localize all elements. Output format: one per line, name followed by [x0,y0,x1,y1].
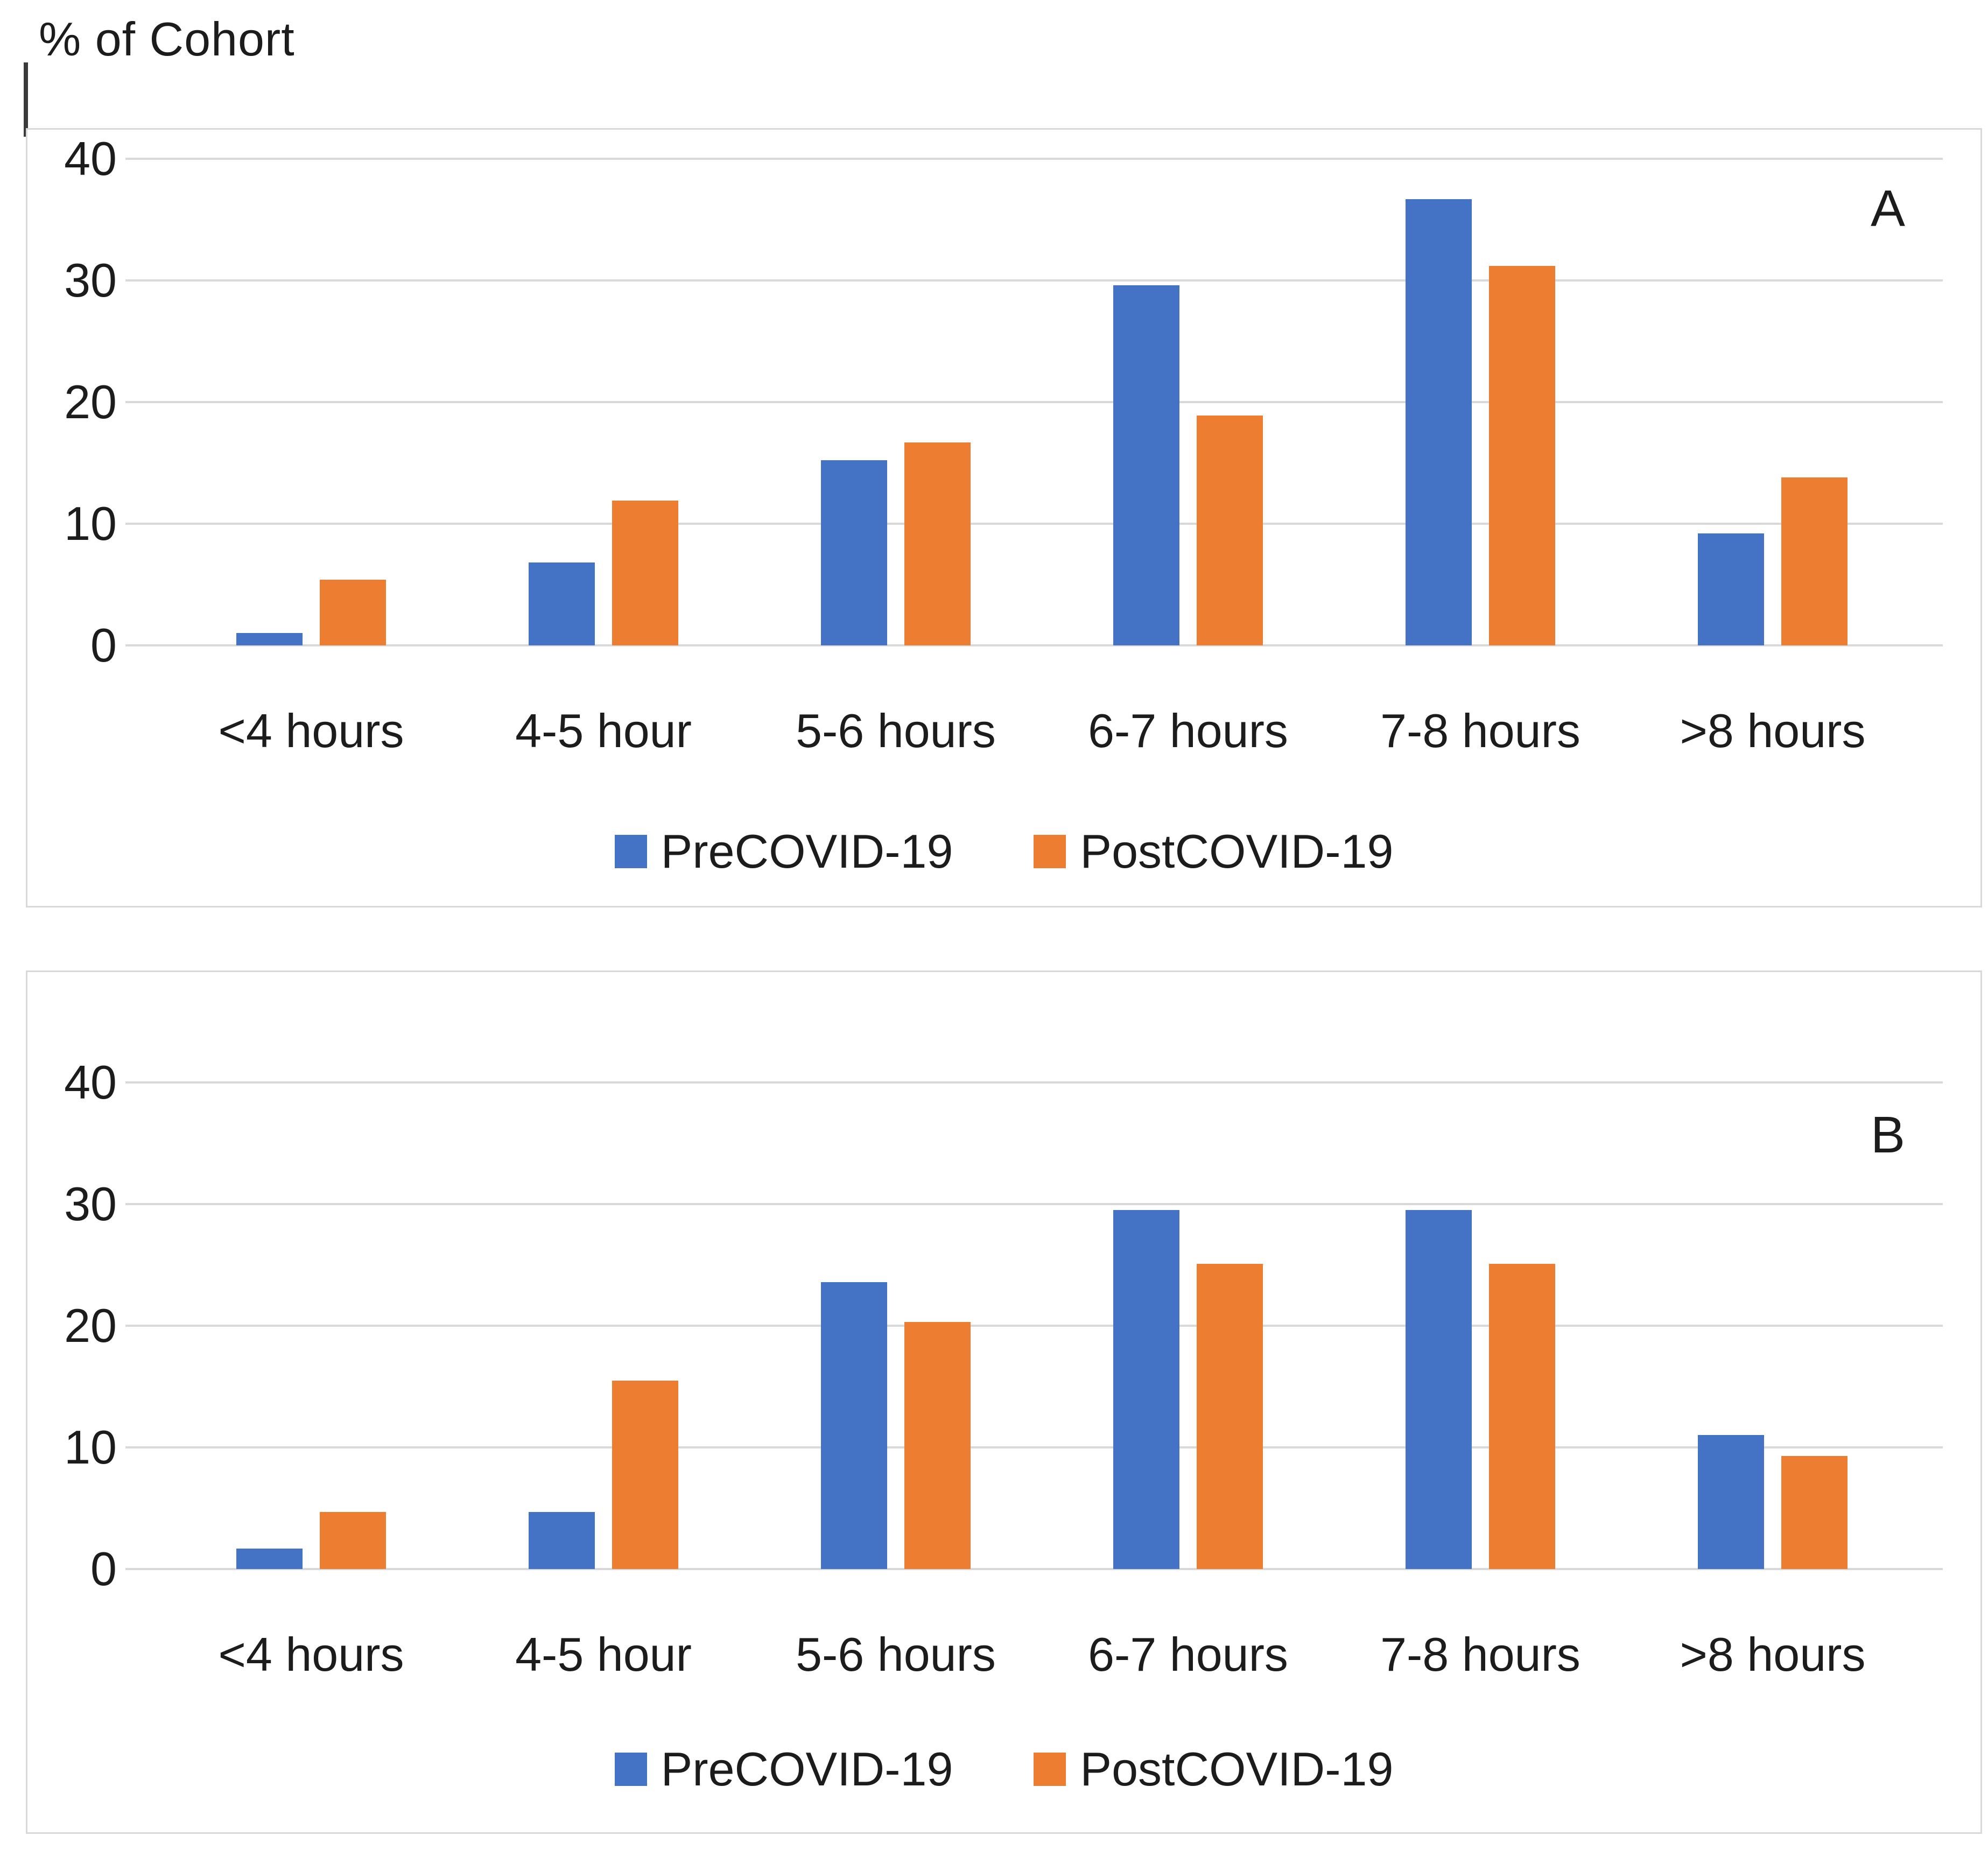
y-axis-tick-label-30: 30 [64,254,117,307]
legend-item-postcovid: PostCOVID-19 [1034,1742,1393,1797]
bar-precovid-7-8 hours [1406,1210,1472,1569]
bar-postcovid-4-5 hour [612,501,678,645]
panel-label-b: B [1870,1106,1905,1164]
legend-a: PreCOVID-19 PostCOVID-19 [27,824,1980,879]
legend-swatch-precovid [614,1753,647,1786]
x-axis-category-label: 4-5 hour [515,704,692,757]
bar-postcovid-6-7 hours [1197,416,1263,645]
bar-postcovid->8 hours [1781,477,1847,645]
bar-postcovid-<4 hours [320,580,386,645]
chart-panel-a: A 0 10 20 30 40 <4 hours 4-5 hour 5-6 hours 6-7 … [26,128,1982,908]
bar-precovid-7-8 hours [1406,199,1472,645]
bar-postcovid-7-8 hours [1489,1264,1555,1569]
legend-swatch-precovid [614,835,647,868]
bar-precovid->8 hours [1698,1435,1764,1569]
gridline-10 [125,523,1943,525]
x-axis-category-label: <4 hours [218,704,404,757]
legend-item-precovid: PreCOVID-19 [614,824,953,879]
gridline-40 [125,158,1943,160]
bar-postcovid-4-5 hour [612,1381,678,1569]
y-axis-tick-label-10: 10 [64,497,117,550]
chart-panel-b: B 0 10 20 30 40 <4 hours 4-5 hour 5-6 hours 6-7 … [26,970,1982,1834]
y-axis-tick-label-0: 0 [90,618,117,672]
bar-precovid-4-5 hour [529,1512,595,1569]
gridline-0 [125,1568,1943,1570]
bar-precovid-<4 hours [236,1549,303,1569]
legend-label-postcovid: PostCOVID-19 [1080,1742,1394,1796]
x-axis-category-label: >8 hours [1680,1628,1866,1681]
gridline-30 [125,279,1943,282]
legend-item-postcovid: PostCOVID-19 [1034,824,1393,879]
legend-swatch-postcovid [1034,835,1066,868]
bar-postcovid-5-6 hours [904,442,971,645]
bar-postcovid-5-6 hours [904,1322,971,1569]
bar-precovid-5-6 hours [821,1282,887,1569]
gridline-10 [125,1446,1943,1448]
x-axis-category-label: 7-8 hours [1380,1628,1580,1681]
bar-precovid-6-7 hours [1113,1210,1179,1569]
x-axis-category-label: <4 hours [218,1628,404,1681]
bar-precovid-<4 hours [236,633,303,645]
legend-swatch-postcovid [1034,1753,1066,1786]
y-axis-tick-label-40: 40 [64,132,117,185]
bar-postcovid-<4 hours [320,1512,386,1569]
axis-tick-mark [24,62,28,137]
y-axis-tick-label-30: 30 [64,1177,117,1230]
legend-item-precovid: PreCOVID-19 [614,1742,953,1797]
legend-b: PreCOVID-19 PostCOVID-19 [27,1742,1980,1797]
y-axis-tick-label-40: 40 [64,1056,117,1109]
panel-label-a: A [1870,180,1905,237]
y-axis-tick-label-10: 10 [64,1420,117,1474]
gridline-20 [125,401,1943,403]
x-axis-category-label: 7-8 hours [1380,704,1580,757]
x-axis-category-label: 4-5 hour [515,1628,692,1681]
x-axis-category-label: 5-6 hours [796,704,996,757]
bar-postcovid-6-7 hours [1197,1264,1263,1569]
legend-label-postcovid: PostCOVID-19 [1080,825,1394,878]
gridline-40 [125,1081,1943,1084]
x-axis-category-label: 6-7 hours [1088,704,1288,757]
legend-label-precovid: PreCOVID-19 [661,1742,953,1796]
bar-postcovid-7-8 hours [1489,266,1555,645]
gridline-0 [125,644,1943,646]
legend-label-precovid: PreCOVID-19 [661,825,953,878]
bar-precovid-6-7 hours [1113,285,1179,645]
y-axis-tick-label-20: 20 [64,375,117,428]
bar-precovid-4-5 hour [529,562,595,645]
x-axis-category-label: >8 hours [1680,704,1866,757]
bar-precovid-5-6 hours [821,460,887,645]
x-axis-category-label: 6-7 hours [1088,1628,1288,1681]
x-axis-category-label: 5-6 hours [796,1628,996,1681]
y-axis-tick-label-0: 0 [90,1542,117,1595]
y-axis-title: % of Cohort [39,12,295,66]
bar-precovid->8 hours [1698,533,1764,645]
y-axis-tick-label-20: 20 [64,1299,117,1352]
bar-postcovid->8 hours [1781,1456,1847,1569]
gridline-30 [125,1203,1943,1205]
gridline-20 [125,1325,1943,1327]
